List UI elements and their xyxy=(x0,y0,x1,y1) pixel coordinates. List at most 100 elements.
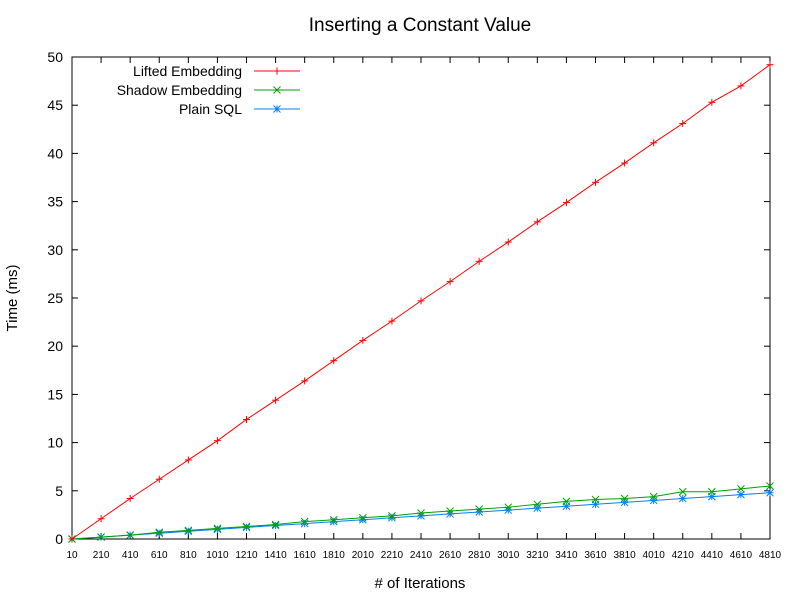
data-point-lifted-embedding xyxy=(708,98,716,106)
y-tick-label: 35 xyxy=(47,194,63,210)
x-tick-label: 4610 xyxy=(730,550,753,561)
y-tick-label: 15 xyxy=(47,386,63,402)
data-point-shadow-embedding xyxy=(242,522,251,531)
data-point-lifted-embedding xyxy=(272,396,280,404)
y-tick-label: 5 xyxy=(55,483,63,499)
data-point-shadow-embedding xyxy=(271,520,280,529)
data-point-shadow-embedding xyxy=(620,494,629,503)
data-point-lifted-embedding xyxy=(679,120,687,128)
x-tick-label: 4010 xyxy=(643,550,666,561)
x-tick-label: 1410 xyxy=(264,550,287,561)
y-tick-label: 10 xyxy=(47,435,63,451)
data-point-shadow-embedding xyxy=(213,524,222,533)
x-tick-label: 4210 xyxy=(672,550,695,561)
data-point-shadow-embedding xyxy=(417,509,425,517)
data-point-shadow-embedding xyxy=(155,528,164,537)
data-point-lifted-embedding xyxy=(504,238,512,246)
data-point-plain-sql xyxy=(533,504,542,513)
x-tick-label: 4410 xyxy=(701,550,724,561)
data-point-plain-sql xyxy=(678,494,687,503)
legend-label-plain-sql: Plain SQL xyxy=(179,101,242,117)
y-tick-label: 30 xyxy=(47,242,63,258)
data-point-shadow-embedding xyxy=(562,497,571,506)
data-point-lifted-embedding xyxy=(737,82,745,90)
data-point-shadow-embedding xyxy=(504,503,513,512)
data-point-lifted-embedding xyxy=(184,456,192,464)
data-point-lifted-embedding xyxy=(388,317,396,325)
y-tick-label: 40 xyxy=(47,145,63,161)
x-tick-label: 3810 xyxy=(613,550,636,561)
data-point-shadow-embedding xyxy=(649,492,658,501)
data-point-plain-sql xyxy=(620,498,629,507)
data-point-lifted-embedding xyxy=(68,535,76,543)
data-point-shadow-embedding xyxy=(533,500,542,509)
data-point-plain-sql xyxy=(213,525,222,534)
x-tick-label: 1610 xyxy=(294,550,317,561)
data-point-lifted-embedding xyxy=(301,377,309,385)
x-tick-label: 2010 xyxy=(352,550,375,561)
data-point-lifted-embedding xyxy=(330,357,338,365)
data-point-shadow-embedding xyxy=(766,482,774,490)
x-tick-label: 2410 xyxy=(410,550,433,561)
data-point-lifted-embedding xyxy=(243,415,250,423)
data-point-shadow-embedding xyxy=(591,495,600,504)
data-point-shadow-embedding xyxy=(97,533,105,541)
data-point-plain-sql xyxy=(155,529,164,538)
data-point-plain-sql xyxy=(184,527,193,536)
y-tick-label: 0 xyxy=(55,531,63,547)
data-point-lifted-embedding xyxy=(766,61,774,69)
x-tick-label: 2610 xyxy=(439,550,462,561)
data-point-lifted-embedding xyxy=(97,515,105,523)
data-point-shadow-embedding xyxy=(707,487,716,496)
data-point-lifted-embedding xyxy=(417,297,425,305)
x-tick-label: 1010 xyxy=(206,550,229,561)
data-point-shadow-embedding xyxy=(388,512,396,520)
x-tick-label: 10 xyxy=(66,550,78,561)
data-point-lifted-embedding xyxy=(155,475,163,483)
x-axis-label: # of Iterations xyxy=(375,575,466,592)
x-tick-label: 2810 xyxy=(468,550,491,561)
chart-title: Inserting a Constant Value xyxy=(309,15,532,36)
data-point-lifted-embedding xyxy=(126,495,134,503)
data-point-shadow-embedding xyxy=(300,517,309,526)
data-point-plain-sql xyxy=(271,521,280,530)
data-point-plain-sql xyxy=(766,488,774,497)
x-tick-label: 210 xyxy=(93,550,110,561)
x-tick-label: 610 xyxy=(151,550,168,561)
data-point-lifted-embedding xyxy=(359,336,367,344)
data-point-shadow-embedding xyxy=(184,526,193,535)
data-point-lifted-embedding xyxy=(592,178,599,186)
y-tick-label: 25 xyxy=(47,290,63,306)
data-point-shadow-embedding xyxy=(475,505,484,513)
data-point-shadow-embedding xyxy=(446,507,454,515)
legend-marker-plain-sql xyxy=(273,105,281,113)
legend-marker-lifted-embedding xyxy=(273,67,281,75)
data-point-lifted-embedding xyxy=(650,139,658,147)
x-tick-label: 410 xyxy=(122,550,139,561)
legend-label-shadow-embedding: Shadow Embedding xyxy=(117,82,242,98)
legend-label-lifted-embedding: Lifted Embedding xyxy=(133,63,242,79)
y-tick-label: 20 xyxy=(47,338,63,354)
data-point-shadow-embedding xyxy=(737,485,745,493)
data-point-shadow-embedding xyxy=(358,513,367,522)
data-point-shadow-embedding xyxy=(329,515,338,524)
x-tick-label: 2210 xyxy=(381,550,404,561)
data-point-lifted-embedding xyxy=(213,437,221,445)
data-point-shadow-embedding xyxy=(126,531,135,539)
data-point-shadow-embedding xyxy=(678,487,687,496)
data-point-plain-sql xyxy=(649,496,658,505)
data-point-plain-sql xyxy=(242,523,251,532)
y-tick-label: 50 xyxy=(47,49,63,65)
data-point-lifted-embedding xyxy=(533,218,541,226)
x-tick-label: 3010 xyxy=(497,550,520,561)
y-tick-label: 45 xyxy=(47,97,63,113)
y-axis-label: Time (ms) xyxy=(4,265,21,332)
x-tick-label: 1210 xyxy=(235,550,258,561)
x-tick-label: 1810 xyxy=(323,550,346,561)
data-point-lifted-embedding xyxy=(446,278,454,286)
x-tick-label: 3410 xyxy=(555,550,578,561)
data-point-lifted-embedding xyxy=(562,199,570,207)
x-tick-label: 4810 xyxy=(759,550,782,561)
